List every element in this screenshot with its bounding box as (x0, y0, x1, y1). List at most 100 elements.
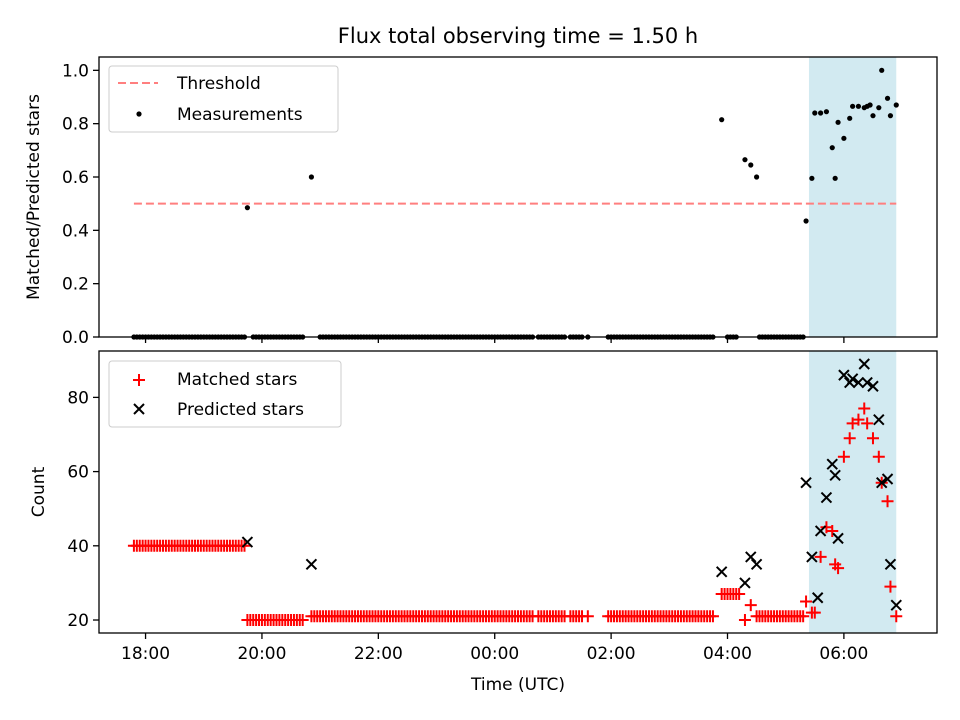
measurement-point (812, 110, 818, 116)
y-tick-label: 20 (67, 611, 89, 631)
predicted-star-point (861, 376, 873, 389)
x-tick-label: 22:00 (354, 644, 403, 664)
matched-star-point (814, 550, 827, 563)
measurement-point (867, 102, 873, 108)
legend-measurements-marker (136, 111, 142, 117)
measurement-point (835, 119, 841, 125)
matched-star-point (881, 495, 894, 508)
matched-star-point (706, 610, 719, 623)
measurement-point (879, 67, 885, 73)
legend-predicted-marker (133, 403, 145, 415)
predicted-star-point (876, 477, 888, 489)
legend-measurements-label: Measurements (177, 105, 303, 125)
matched-star-point (733, 588, 746, 601)
top-legend: Threshold Measurements (108, 65, 339, 133)
bottom-legend-box (108, 360, 342, 428)
matched-star-points (127, 402, 903, 627)
y-tick-label: 0.6 (62, 168, 89, 188)
predicted-star-point (715, 566, 728, 578)
x-tick-label: 04:00 (703, 644, 752, 664)
predicted-star-point (884, 558, 897, 571)
x-tick-label: 20:00 (237, 644, 286, 664)
measurement-point (818, 110, 824, 116)
x-tick-label: 00:00 (470, 644, 519, 664)
bottom-y-axis-ticks: 20 40 60 80 (67, 388, 99, 631)
matched-star-point (858, 402, 871, 415)
bottom-plot: 20 40 60 80 18:00 20:00 22:00 00:00 02:00 04:00 0… (29, 350, 938, 695)
y-tick-label: 40 (67, 537, 89, 557)
matched-star-point (826, 524, 839, 537)
top-x-axis-ticks (144, 337, 845, 343)
predicted-star-point (739, 577, 751, 589)
measurement-point (829, 145, 835, 151)
top-plot: 0.0 0.2 0.4 0.6 0.8 1.0 Matched/Predicted sta… (24, 56, 938, 348)
legend-matched-label: Matched stars (177, 370, 297, 390)
matched-star-point (808, 606, 821, 619)
measurement-point (847, 115, 853, 121)
top-legend-box (108, 65, 339, 133)
x-tick-label: 02:00 (587, 644, 636, 664)
predicted-star-point (820, 491, 833, 504)
bottom-x-axis-ticks: 18:00 20:00 22:00 00:00 02:00 04:00 06:00 (121, 633, 868, 664)
predicted-star-point (890, 599, 902, 611)
predicted-star-point (881, 473, 894, 485)
measurement-point (855, 103, 862, 109)
top-y-axis-ticks: 0.0 0.2 0.4 0.6 0.8 1.0 (62, 61, 99, 348)
measurement-point (841, 135, 847, 141)
predicted-star-point (838, 369, 850, 381)
top-observing-span (808, 57, 897, 337)
y-tick-label: 0.2 (62, 275, 89, 295)
matched-star-point (581, 610, 594, 623)
predicted-star-point (241, 536, 254, 548)
measurement-point (850, 103, 856, 109)
bottom-observing-span (808, 351, 897, 633)
matched-star-point (890, 610, 903, 623)
matched-star-point (744, 599, 757, 612)
legend-matched-marker (133, 374, 145, 386)
y-tick-label: 1.0 (62, 61, 89, 81)
matched-star-point (832, 562, 845, 575)
predicted-star-point (826, 458, 838, 470)
matched-star-point (797, 610, 810, 623)
predicted-star-point (867, 380, 879, 392)
chart-title: Flux total observing time = 1.50 h (338, 24, 698, 48)
matched-star-point (861, 417, 874, 430)
predicted-star-point (305, 558, 318, 571)
predicted-star-points (241, 358, 902, 611)
predicted-star-point (800, 477, 812, 489)
measurement-point (893, 102, 899, 108)
bottom-y-axis-label: Count (29, 466, 49, 517)
measurement-point (742, 157, 748, 163)
measurement-point (244, 205, 250, 211)
predicted-star-point (745, 551, 757, 563)
matched-star-point (852, 413, 865, 426)
top-plot-frame (98, 56, 938, 338)
y-tick-label: 0.4 (62, 221, 89, 241)
measurement-point (870, 113, 876, 119)
measurement-point (719, 117, 725, 123)
top-y-axis-label: Matched/Predicted stars (24, 94, 44, 300)
x-tick-label: 06:00 (819, 644, 868, 664)
x-tick-label: 18:00 (121, 644, 170, 664)
predicted-star-point (811, 592, 824, 604)
measurement-point (748, 162, 754, 168)
legend-threshold-label: Threshold (176, 74, 261, 94)
y-tick-label: 80 (67, 388, 89, 408)
predicted-star-point (829, 469, 841, 482)
measurement-point (823, 109, 830, 115)
predicted-star-point (814, 525, 827, 537)
predicted-star-point (832, 532, 844, 545)
predicted-star-point (873, 413, 885, 426)
matched-star-point (800, 595, 813, 608)
bottom-plot-frame (98, 350, 938, 634)
matched-star-point (872, 450, 885, 463)
measurement-point (876, 105, 882, 111)
matched-star-point (866, 432, 879, 445)
measurement-point (832, 175, 838, 181)
predicted-star-point (806, 551, 818, 563)
matched-star-point (296, 614, 309, 627)
y-tick-label: 60 (67, 463, 89, 483)
predicted-star-point (750, 558, 763, 571)
matched-star-point (843, 432, 856, 445)
y-tick-label: 0.8 (62, 115, 89, 135)
